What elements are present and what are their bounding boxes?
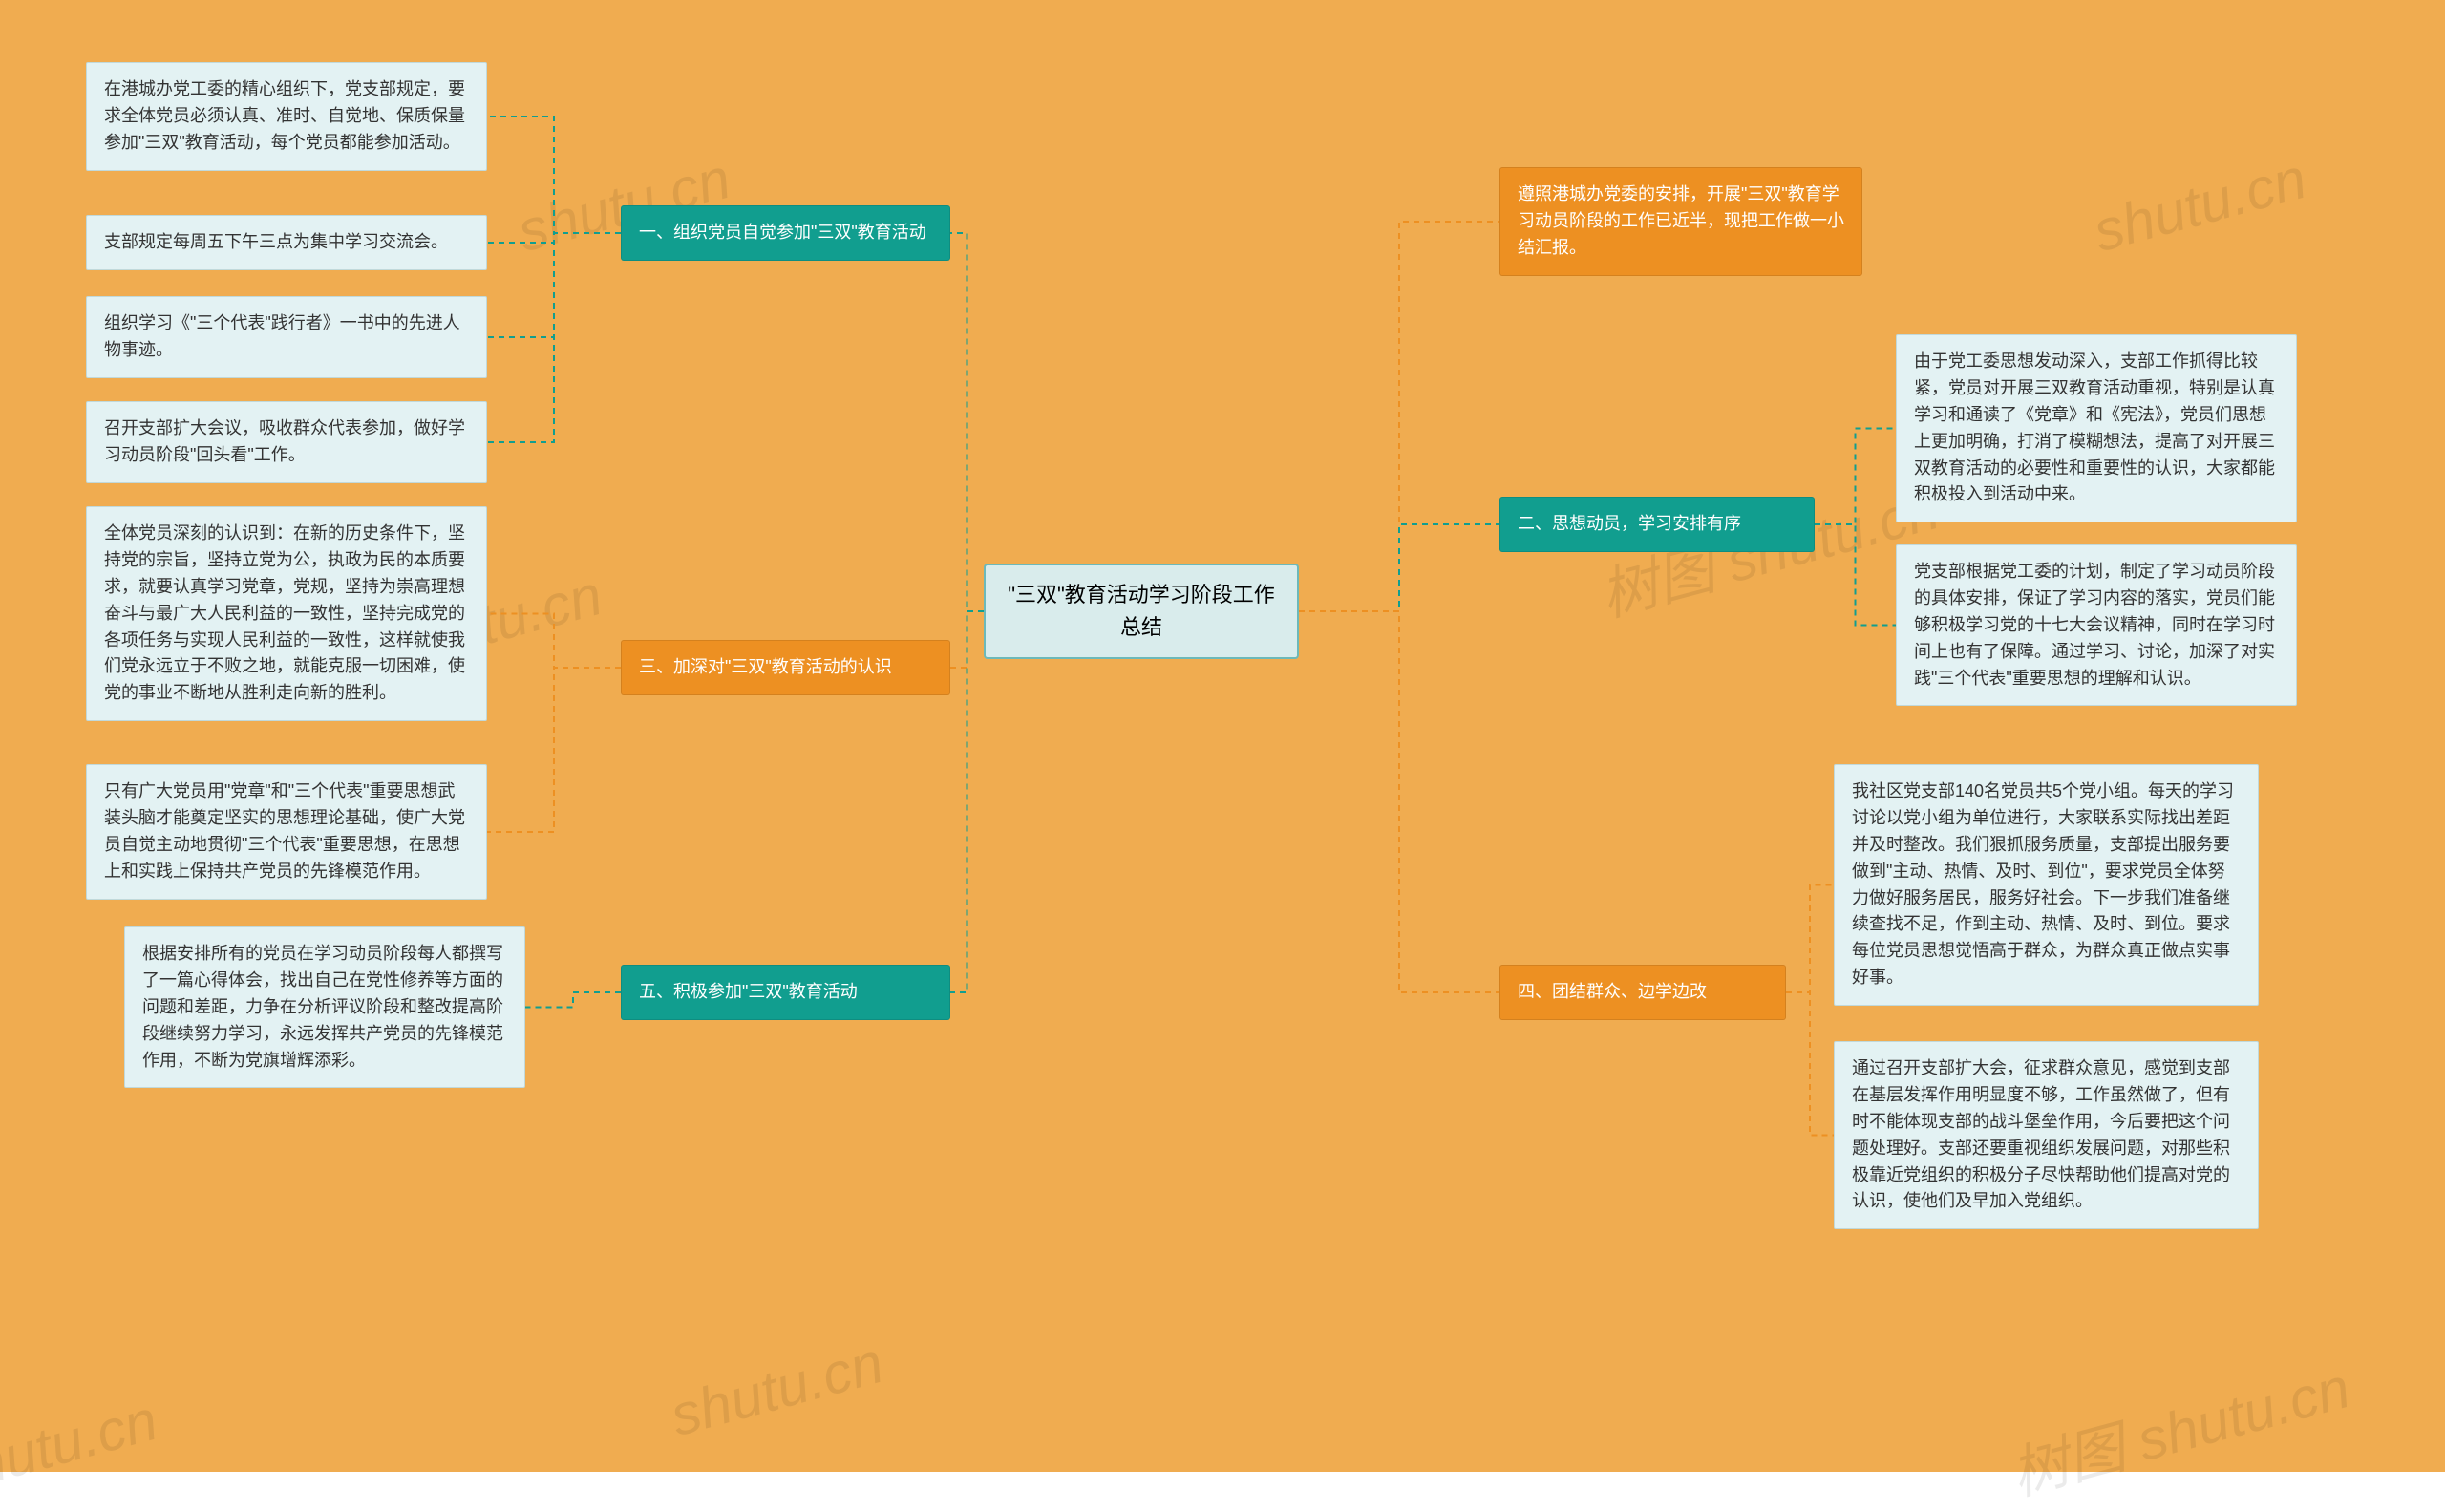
branch-3: 三、加深对"三双"教育活动的认识 xyxy=(621,640,950,695)
leaf-b2-1: 党支部根据党工委的计划，制定了学习动员阶段的具体安排，保证了学习内容的落实，党员… xyxy=(1896,544,2297,706)
leaf-b4-0: 我社区党支部140名党员共5个党小组。每天的学习讨论以党小组为单位进行，大家联系… xyxy=(1834,764,2259,1006)
branch-4: 四、团结群众、边学边改 xyxy=(1499,965,1786,1020)
leaf-b1-0: 在港城办党工委的精心组织下，党支部规定，要求全体党员必须认真、准时、自觉地、保质… xyxy=(86,62,487,171)
leaf-b1-1: 支部规定每周五下午三点为集中学习交流会。 xyxy=(86,215,487,270)
leaf-b3-1: 只有广大党员用"党章"和"三个代表"重要思想武装头脑才能奠定坚实的思想理论基础，… xyxy=(86,764,487,900)
leaf-b3-0: 全体党员深刻的认识到：在新的历史条件下，坚持党的宗旨，坚持立党为公，执政为民的本… xyxy=(86,506,487,721)
watermark: shutu.cn xyxy=(2087,145,2313,265)
branch-intro: 遵照港城办党委的安排，开展"三双"教育学习动员阶段的工作已近半，现把工作做一小结… xyxy=(1499,167,1862,276)
watermark: 树图 shutu.cn xyxy=(2001,1341,2358,1511)
branch-5: 五、积极参加"三双"教育活动 xyxy=(621,965,950,1020)
leaf-b1-3: 召开支部扩大会议，吸收群众代表参加，做好学习动员阶段"回头看"工作。 xyxy=(86,401,487,483)
leaf-b1-2: 组织学习《"三个代表"践行者》一书中的先进人物事迹。 xyxy=(86,296,487,378)
watermark: shutu.cn xyxy=(664,1330,890,1449)
branch-1: 一、组织党员自觉参加"三双"教育活动 xyxy=(621,205,950,261)
mindmap-canvas: 树图 shutu.cn shutu.cn shutu.cn 树图 shutu.c… xyxy=(0,0,2445,1472)
watermark: shutu.cn xyxy=(0,1387,164,1506)
leaf-b5-0: 根据安排所有的党员在学习动员阶段每人都撰写了一篇心得体会，找出自己在党性修养等方… xyxy=(124,926,525,1088)
leaf-b2-0: 由于党工委思想发动深入，支部工作抓得比较紧，党员对开展三双教育活动重视，特别是认… xyxy=(1896,334,2297,522)
branch-2: 二、思想动员，学习安排有序 xyxy=(1499,497,1815,552)
leaf-b4-1: 通过召开支部扩大会，征求群众意见，感觉到支部在基层发挥作用明显度不够，工作虽然做… xyxy=(1834,1041,2259,1229)
root-node: "三双"教育活动学习阶段工作总结 xyxy=(984,564,1299,659)
